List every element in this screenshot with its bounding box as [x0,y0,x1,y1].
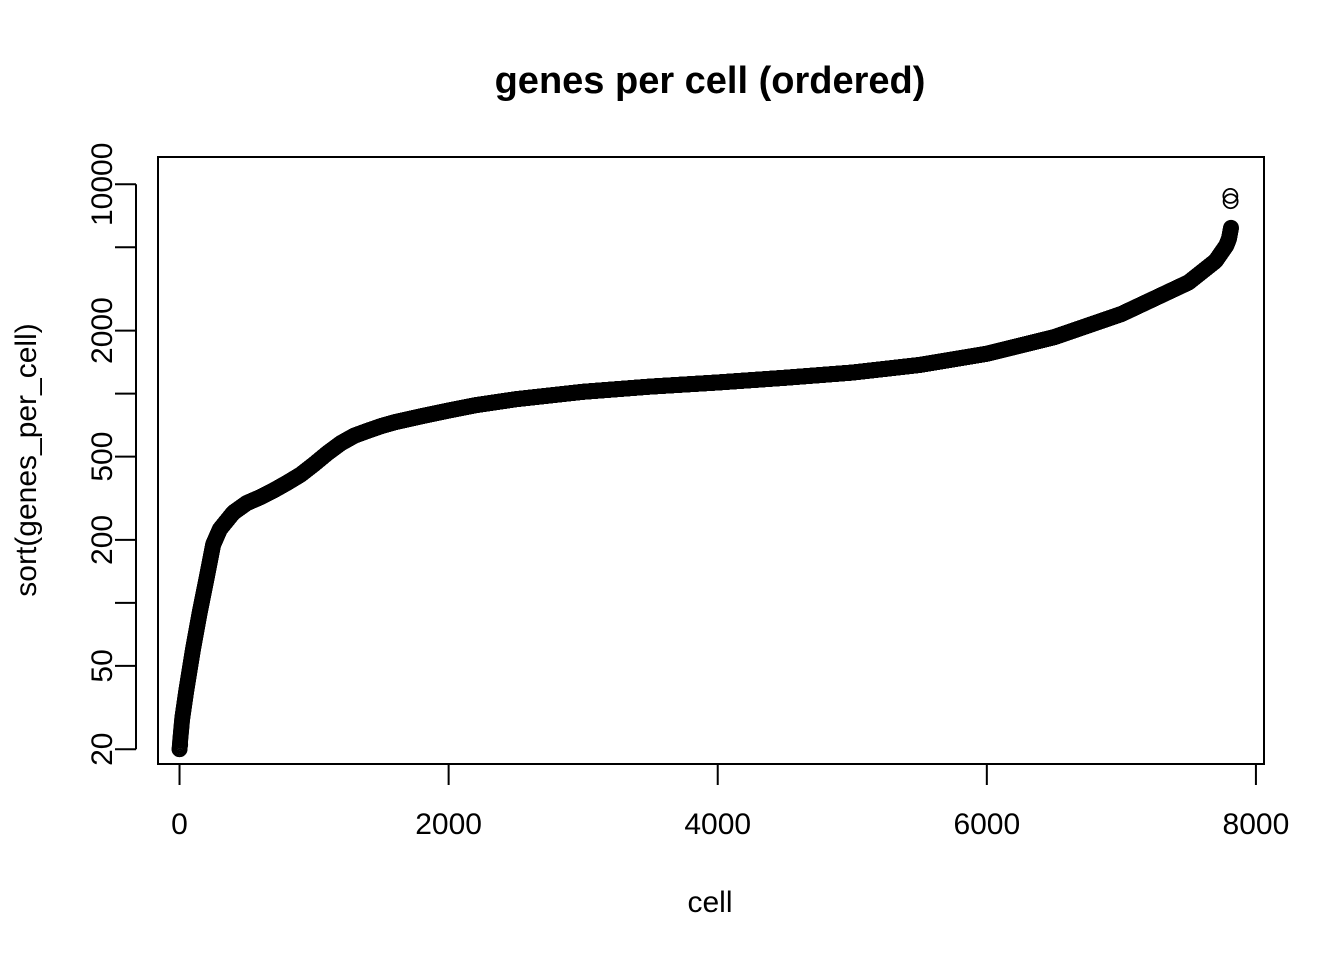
data-points [171,188,1239,758]
chart-title: genes per cell (ordered) [495,60,926,102]
